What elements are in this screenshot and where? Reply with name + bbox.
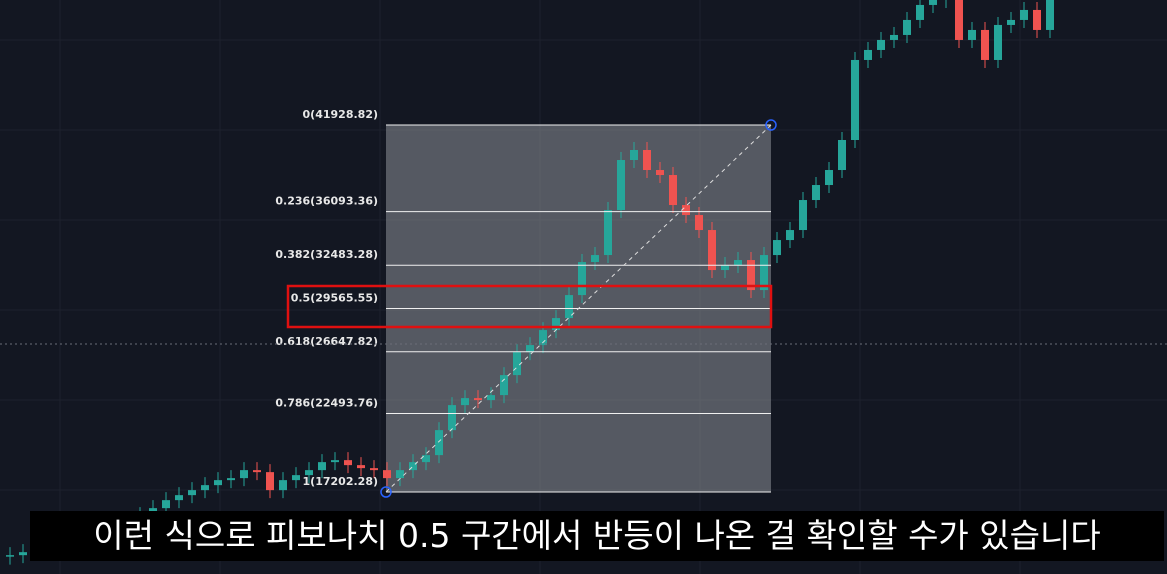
candle [903,19,911,35]
candle [981,29,989,60]
candle [604,210,612,256]
candle [409,462,417,471]
candle [851,59,859,141]
candle [630,150,638,161]
candle [968,29,976,40]
candle [253,470,261,473]
candle [240,470,248,479]
candle [487,395,495,401]
trend-line [385,124,772,493]
candle [539,330,547,346]
candle [552,318,560,331]
fib-label: 0.382(32483.28) [275,248,378,261]
candle [357,465,365,469]
candle [760,255,768,291]
candle [864,49,872,60]
fib-label: 0.786(22493.76) [275,396,378,409]
candle [578,262,586,296]
candle [1007,19,1015,25]
candle [175,495,183,501]
candle [305,470,313,476]
candle [526,345,534,353]
candle [591,255,599,263]
candle [643,150,651,171]
candle [955,0,963,40]
candle [162,500,170,509]
candle [877,39,885,50]
candle [461,398,469,406]
candle [682,205,690,216]
candle [929,0,937,5]
candle [201,485,209,491]
candle [994,24,1002,60]
candle [344,460,352,466]
subtitle: 이런 식으로 피보나치 0.5 구간에서 반등이 나온 걸 확인할 수가 있습니… [30,511,1164,561]
candle [448,405,456,431]
candle [435,430,443,456]
candle [890,34,898,40]
candle [812,185,820,201]
candle [266,472,274,491]
fib-levels: 0(41928.82) 0.236(36093.36) 0.382(32483.28… [275,108,771,493]
candle [786,230,794,241]
candle [279,480,287,491]
candle [656,170,664,176]
candle [500,375,508,396]
candle [721,265,729,271]
candle [838,140,846,171]
candle [383,470,391,479]
candle [370,468,378,471]
candle [617,160,625,211]
candle [474,398,482,401]
candle [422,455,430,463]
anchor[interactable] [380,486,392,498]
fib-label: 0.236(36093.36) [275,195,378,208]
candle [513,352,521,376]
candle [747,260,755,291]
candle [188,490,196,496]
fib-label: 0.5(29565.55) [291,292,378,305]
candle [227,478,235,481]
fib-label: 1(17202.28) [303,475,378,488]
candle [773,240,781,256]
candle [331,460,339,463]
highlight-box [286,284,773,329]
candle [734,260,742,266]
candle [916,4,924,20]
fib-label: 0(41928.82) [303,108,378,121]
anchor[interactable] [765,119,777,131]
candle [292,475,300,481]
candle [695,215,703,231]
candle [708,230,716,271]
candle [214,480,222,486]
candle [565,295,573,319]
candle [19,552,27,556]
candle [825,170,833,186]
candle [1046,0,1054,30]
candle [1033,9,1041,30]
candle [799,200,807,231]
candle [669,175,677,206]
candle [318,462,326,471]
candle [396,470,404,479]
candle [1020,9,1028,20]
fib-label: 0.618(26647.82) [275,335,378,348]
candle [6,555,14,557]
